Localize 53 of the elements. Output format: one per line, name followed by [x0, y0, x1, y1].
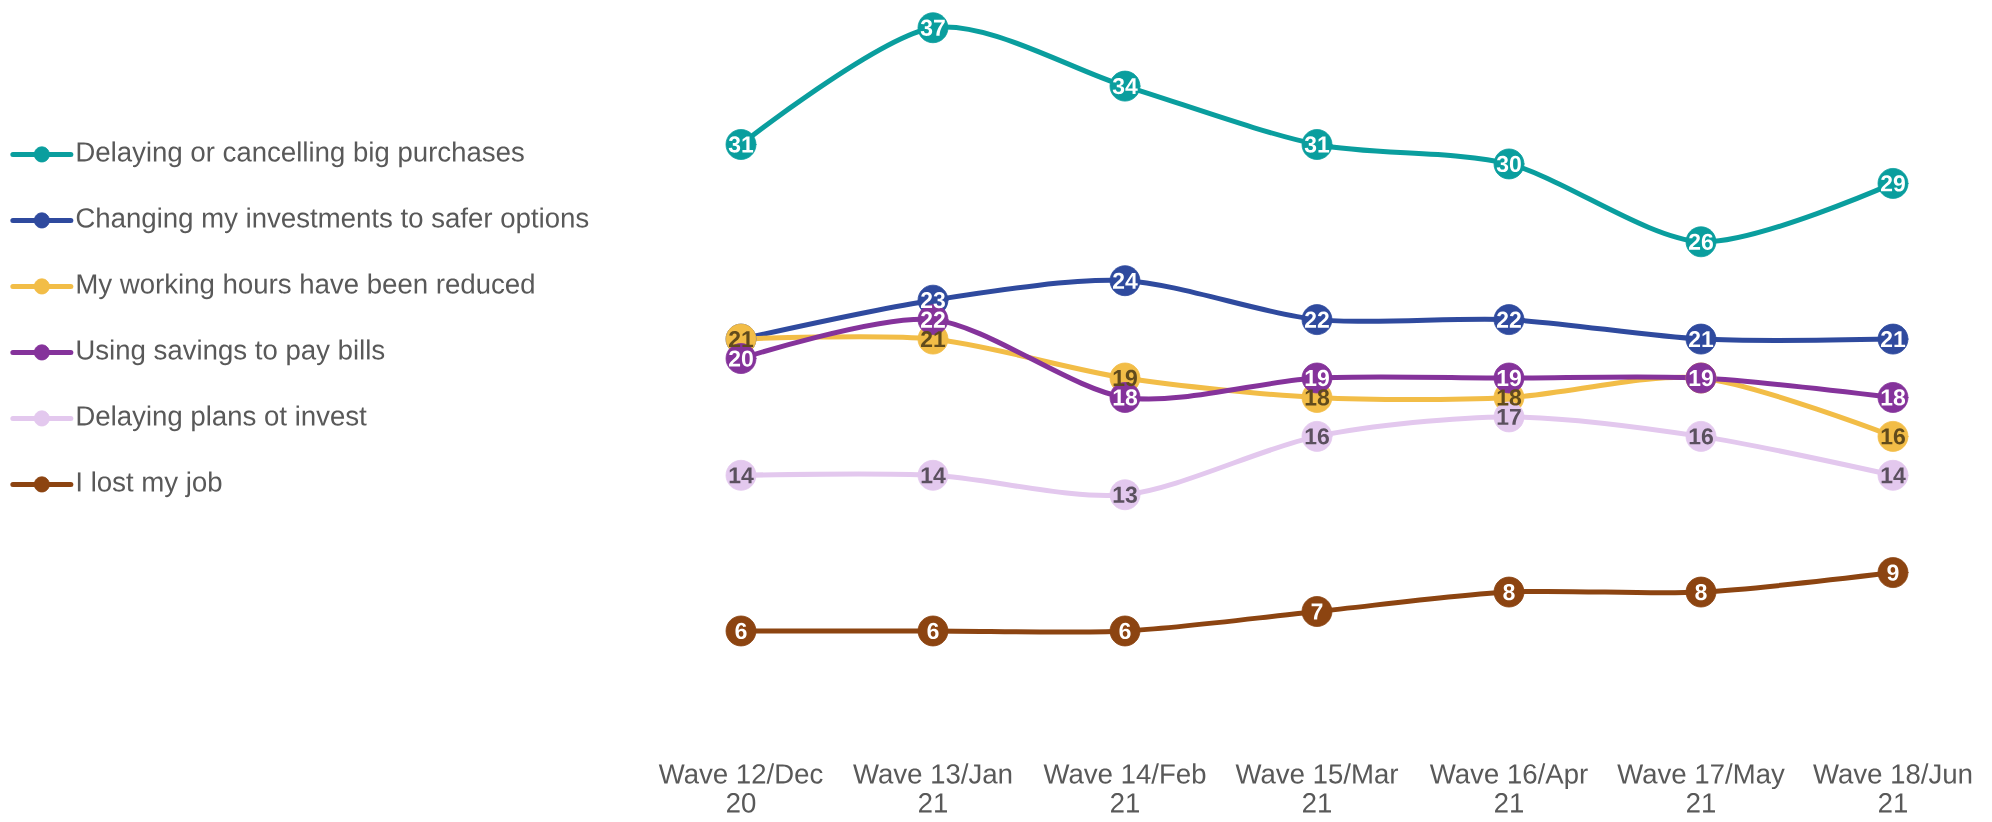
data-label: 18 [1497, 389, 1522, 406]
x-tick-label: Wave 17/May 21 [1617, 763, 1785, 813]
data-label: 6 [735, 622, 747, 640]
data-label: 16 [1881, 428, 1905, 445]
data-label: 26 [1689, 233, 1713, 250]
data-label: 19 [1113, 369, 1137, 387]
data-label: 14 [921, 467, 946, 484]
data-label: 17 [1497, 409, 1521, 425]
legend-label: Delaying or cancelling big purchases [77, 141, 524, 168]
data-label: 14 [729, 467, 754, 484]
legend-label: Using savings to pay bills [77, 339, 385, 366]
data-label: 21 [1881, 331, 1906, 348]
data-label: 22 [1497, 311, 1521, 328]
x-tick-label: Wave 18/Jun 21 [1813, 763, 1972, 813]
data-label: 21 [921, 331, 946, 348]
data-label: 18 [1881, 389, 1906, 406]
data-label: 18 [1113, 389, 1138, 406]
data-label: 21 [1689, 331, 1714, 348]
data-label: 16 [1689, 428, 1713, 445]
legend-label: Delaying plans ot invest [77, 405, 367, 432]
data-label: 6 [927, 622, 939, 640]
data-label: 8 [1695, 583, 1707, 601]
x-tick-label: Wave 14/Feb 21 [1043, 763, 1206, 813]
data-label: 7 [1311, 603, 1323, 620]
data-label: 21 [729, 331, 754, 348]
data-label: 24 [1113, 272, 1138, 289]
data-label: 16 [1305, 428, 1329, 445]
data-label: 31 [1304, 136, 1330, 153]
data-label: 34 [1112, 77, 1138, 95]
data-label: 20 [729, 350, 753, 367]
data-label: 31 [728, 136, 754, 153]
x-tick-label: Wave 16/Apr 21 [1429, 763, 1588, 813]
x-tick-label: Wave 13/Jan 21 [853, 763, 1012, 813]
data-label: 19 [1689, 369, 1713, 387]
x-tick-label: Wave 15/Mar 21 [1235, 763, 1399, 813]
data-label: 37 [920, 19, 945, 36]
legend-label: I lost my job [77, 471, 222, 498]
data-label: 8 [1503, 583, 1515, 601]
data-label: 6 [1119, 622, 1131, 640]
data-label: 19 [1305, 369, 1329, 387]
data-label: 14 [1881, 467, 1906, 484]
data-label: 13 [1113, 486, 1137, 503]
data-label: 18 [1305, 389, 1330, 406]
data-label: 29 [1881, 175, 1905, 192]
legend-label: My working hours have been reduced [77, 273, 534, 300]
data-label: 30 [1496, 155, 1521, 173]
data-label: 22 [921, 311, 945, 328]
data-label: 22 [1305, 311, 1329, 328]
data-label: 9 [1887, 564, 1899, 581]
data-label: 23 [921, 292, 945, 309]
x-tick-label: Wave 12/Dec 20 [658, 763, 823, 813]
data-label: 19 [1497, 369, 1521, 387]
legend-label: Changing my investments to safer options [76, 207, 589, 234]
